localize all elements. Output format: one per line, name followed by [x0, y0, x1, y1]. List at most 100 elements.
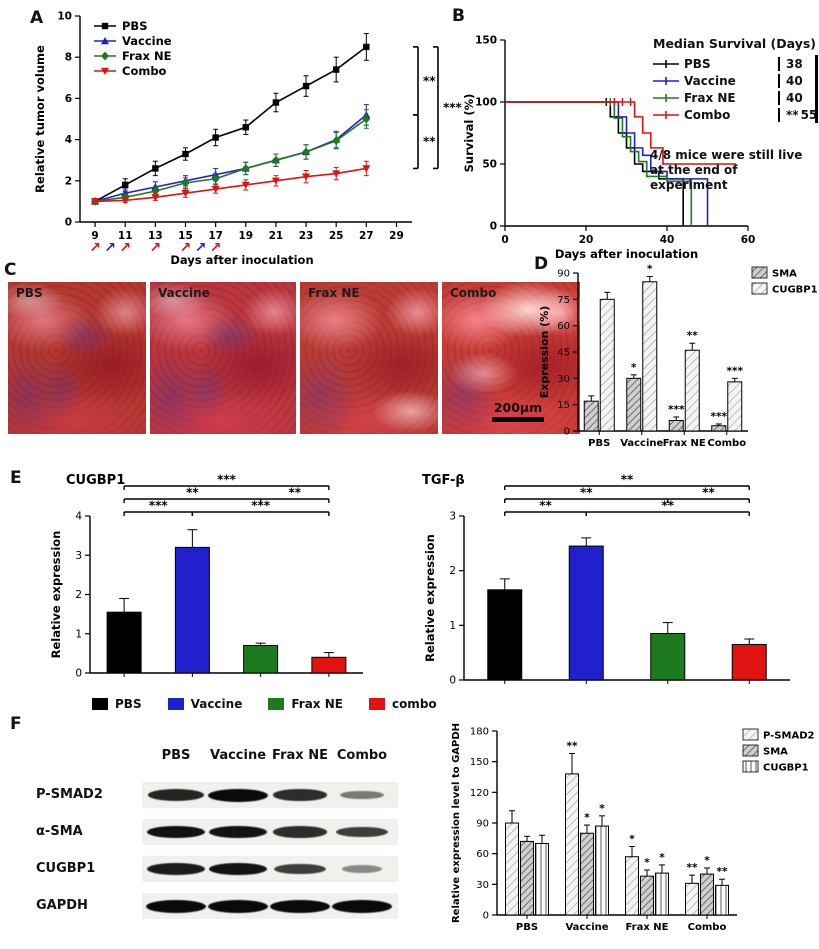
svg-text:PBS: PBS	[122, 19, 147, 33]
svg-text:Frax NE: Frax NE	[663, 438, 706, 449]
svg-text:180: 180	[470, 727, 489, 738]
median-survival-header: Median Survival (Days)	[653, 36, 816, 51]
injection-arrow-icon: ↗	[195, 240, 207, 256]
svg-text:PBS: PBS	[516, 922, 538, 933]
blot-band	[332, 899, 392, 913]
svg-text:CUGBP1: CUGBP1	[772, 285, 818, 296]
histology-image-vaccine: Vaccine	[150, 282, 296, 434]
svg-text:40: 40	[660, 234, 675, 246]
svg-text:13: 13	[148, 230, 163, 242]
bar-TGF-β-1	[568, 545, 604, 681]
treatment-group-legend: PBS Vaccine Frax NE combo	[92, 697, 437, 711]
svg-text:**: **	[580, 486, 593, 500]
legend-name: PBS	[115, 697, 142, 711]
significance-mark: **	[786, 107, 799, 122]
bar-CUGBP1-1	[174, 546, 210, 674]
bar-CUGBP1-Vaccine	[595, 825, 609, 916]
histology-image-frax-ne: Frax NE	[300, 282, 438, 434]
svg-text:30: 30	[557, 374, 570, 385]
legend-swatch-Vaccine	[653, 76, 679, 85]
svg-text:**: **	[687, 330, 698, 342]
svg-text:**: **	[567, 740, 578, 752]
bar-SMA-Frax NE	[668, 419, 684, 432]
legend-item-PBS: PBS	[92, 697, 142, 711]
svg-text:PBS: PBS	[588, 438, 610, 449]
panel-label-d: D	[534, 254, 549, 274]
legend-swatch-PBS	[653, 59, 679, 68]
panel-label-f: F	[10, 714, 22, 734]
svg-text:**: **	[423, 74, 436, 88]
blot-strip-α-SMA	[142, 819, 398, 845]
blot-strip-GAPDH	[142, 893, 398, 919]
svg-text:***: ***	[251, 499, 271, 513]
svg-text:0: 0	[449, 675, 456, 687]
bar-SMA-Frax NE	[640, 875, 654, 916]
svg-text:***: ***	[711, 411, 728, 423]
svg-text:3: 3	[449, 511, 456, 523]
histology-image-combo: Combo	[442, 282, 580, 434]
svg-text:60: 60	[557, 321, 570, 332]
legend-name: combo	[391, 697, 437, 711]
injection-arrow-icon: ↗	[210, 240, 222, 256]
svg-text:23: 23	[299, 230, 314, 242]
bar-SMA-PBS	[583, 400, 599, 432]
svg-text:150: 150	[470, 757, 489, 768]
median-survival-value: 38	[778, 56, 812, 71]
legend-swatch	[92, 698, 108, 710]
svg-text:SMA: SMA	[772, 269, 797, 280]
svg-text:4: 4	[75, 511, 82, 523]
gapdh-normalized-bar-chart: 0 30 60 90 120 150 180 Relative expression leve…	[451, 723, 814, 933]
svg-text:Expression (%): Expression (%)	[538, 306, 551, 399]
svg-text:19: 19	[238, 230, 253, 242]
svg-text:29: 29	[389, 230, 404, 242]
blot-band	[340, 790, 384, 800]
panel-label-b: B	[452, 6, 465, 26]
panel-label-c: C	[4, 260, 17, 280]
svg-text:3: 3	[75, 550, 82, 562]
svg-text:*: *	[644, 857, 650, 869]
svg-text:60: 60	[476, 849, 489, 860]
svg-text:20: 20	[579, 234, 594, 246]
legend-item-combo: combo	[368, 697, 437, 711]
blot-row-label-GAPDH: GAPDH	[36, 898, 88, 913]
svg-text:Combo: Combo	[122, 64, 167, 78]
svg-text:2: 2	[65, 175, 72, 187]
bar-CUGBP1-3	[311, 656, 347, 674]
bar-P-SMAD2-Frax NE	[625, 856, 639, 916]
svg-text:Combo: Combo	[707, 438, 746, 449]
histology-image-pbs: PBS	[8, 282, 146, 434]
bar-CUGBP1-PBS	[535, 842, 549, 916]
svg-text:SMA: SMA	[763, 747, 788, 758]
blot-column-Combo: Combo	[336, 748, 388, 763]
bar-TGF-β-2	[650, 633, 686, 681]
svg-text:2: 2	[75, 589, 82, 601]
tumor-volume-line-chart: 0 2 4 6 8 10 9 11 13 15 17 19 21 23 25 27 29 Relative tum…	[33, 11, 463, 268]
svg-text:P-SMAD2: P-SMAD2	[763, 731, 814, 742]
svg-text:***: ***	[668, 404, 685, 416]
blot-strip-P-SMAD2	[142, 782, 398, 808]
legend-item-Frax NE: Frax NE	[268, 697, 343, 711]
svg-text:17: 17	[208, 230, 223, 242]
legend-name: Vaccine	[190, 697, 243, 711]
injection-arrow-icon: ↗	[104, 240, 116, 256]
legend-item-Vaccine: Vaccine	[167, 697, 243, 711]
survival-note: 4/8 mice were still live at the end of e…	[650, 148, 803, 192]
svg-text:***: ***	[443, 101, 463, 115]
svg-text:21: 21	[269, 230, 284, 242]
legend-name: Frax NE	[684, 90, 736, 105]
svg-text:*: *	[584, 812, 590, 824]
blot-band	[147, 789, 205, 801]
scale-bar-line	[492, 417, 544, 422]
svg-text:6: 6	[65, 93, 72, 105]
svg-text:90: 90	[476, 819, 489, 830]
blot-band	[208, 788, 268, 802]
legend-row-Combo: Combo ** 55	[653, 106, 817, 123]
blot-band	[272, 826, 328, 838]
svg-text:Vaccine: Vaccine	[620, 438, 663, 449]
svg-text:90: 90	[557, 269, 570, 280]
svg-text:Combo: Combo	[688, 922, 727, 933]
svg-text:0: 0	[490, 221, 497, 233]
bar-CUGBP1-0	[106, 611, 142, 674]
